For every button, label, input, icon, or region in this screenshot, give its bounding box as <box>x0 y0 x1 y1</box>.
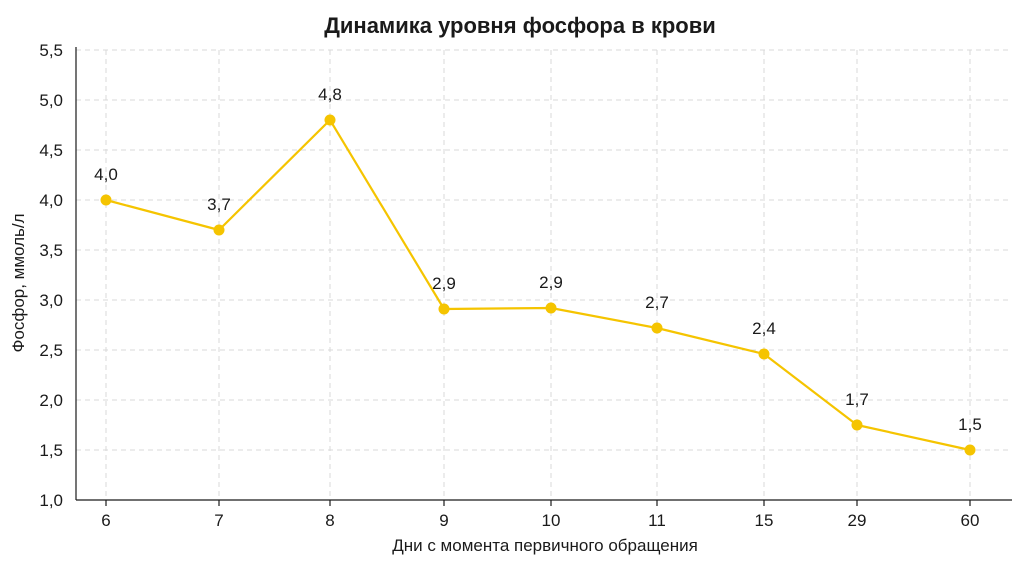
data-point <box>758 348 770 360</box>
axes: 1,0 1,5 2,0 2,5 3,0 3,5 4,0 4,5 5,0 5,5 6 7 8 9 10 11 15… <box>39 41 1012 530</box>
data-label: 1,7 <box>845 390 869 409</box>
x-tick-label: 9 <box>439 511 448 530</box>
grid <box>76 49 1012 500</box>
y-tick-label: 4,0 <box>39 191 63 210</box>
x-tick-label: 15 <box>755 511 774 530</box>
y-tick-label: 1,5 <box>39 441 63 460</box>
data-point <box>438 303 450 315</box>
data-point <box>213 224 225 236</box>
x-axis-title: Дни с момента первичного обращения <box>392 536 698 555</box>
y-tick-label: 5,5 <box>39 41 63 60</box>
x-tick-label: 29 <box>848 511 867 530</box>
x-tick-label: 6 <box>101 511 110 530</box>
y-tick-label: 5,0 <box>39 91 63 110</box>
data-label: 2,9 <box>432 274 456 293</box>
data-point <box>651 322 663 334</box>
y-tick-label: 2,5 <box>39 341 63 360</box>
data-point <box>851 419 863 431</box>
y-tick-label: 3,0 <box>39 291 63 310</box>
y-axis-title: Фосфор, ммоль/л <box>9 213 28 352</box>
y-tick-label: 2,0 <box>39 391 63 410</box>
data-point <box>964 444 976 456</box>
data-label: 3,7 <box>207 195 231 214</box>
data-label: 4,0 <box>94 165 118 184</box>
y-tick-label: 4,5 <box>39 141 63 160</box>
data-point <box>545 302 557 314</box>
y-tick-label: 3,5 <box>39 241 63 260</box>
x-tick-label: 8 <box>325 511 334 530</box>
series <box>100 114 976 456</box>
data-label: 1,5 <box>958 415 982 434</box>
y-tick-label: 1,0 <box>39 491 63 510</box>
data-labels: 4,0 3,7 4,8 2,9 2,9 2,7 2,4 1,7 1,5 <box>94 85 982 434</box>
data-label: 4,8 <box>318 85 342 104</box>
data-label: 2,4 <box>752 319 776 338</box>
x-tick-label: 60 <box>961 511 980 530</box>
data-point <box>100 194 112 206</box>
x-tick-label: 11 <box>648 511 666 530</box>
data-point <box>324 114 336 126</box>
data-label: 2,9 <box>539 273 563 292</box>
x-tick-label: 10 <box>542 511 561 530</box>
chart-title: Динамика уровня фосфора в крови <box>324 13 716 38</box>
data-label: 2,7 <box>645 293 669 312</box>
x-tick-label: 7 <box>214 511 223 530</box>
